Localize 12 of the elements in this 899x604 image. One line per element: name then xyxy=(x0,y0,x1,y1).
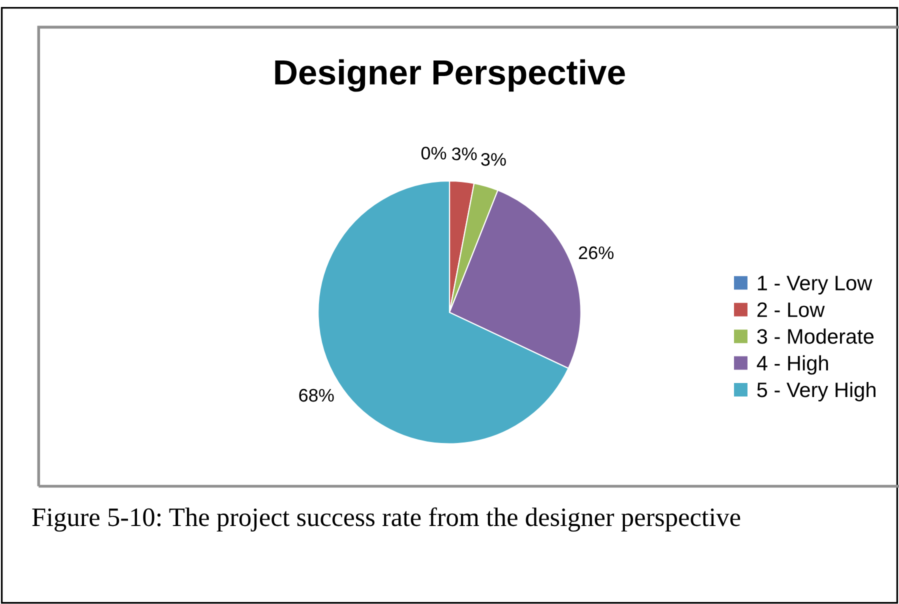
data-label: 26% xyxy=(578,246,614,260)
data-label: 3% xyxy=(481,153,506,166)
data-label: 3% xyxy=(452,147,477,160)
chart-title: Designer Perspective xyxy=(275,59,625,92)
caption: Figure 5-10: The project success rate from the designer perspective xyxy=(32,507,740,532)
legend-label: 3 - Moderate xyxy=(757,328,874,344)
legend-label: 2 - Low xyxy=(757,302,825,318)
text: 0% xyxy=(421,146,446,160)
legend-label: 5 - Very High xyxy=(757,382,876,402)
legend-label: 1 - Very Low xyxy=(758,276,872,295)
data-label: 68% xyxy=(299,388,334,402)
legend-label: 4 - High xyxy=(756,355,828,375)
